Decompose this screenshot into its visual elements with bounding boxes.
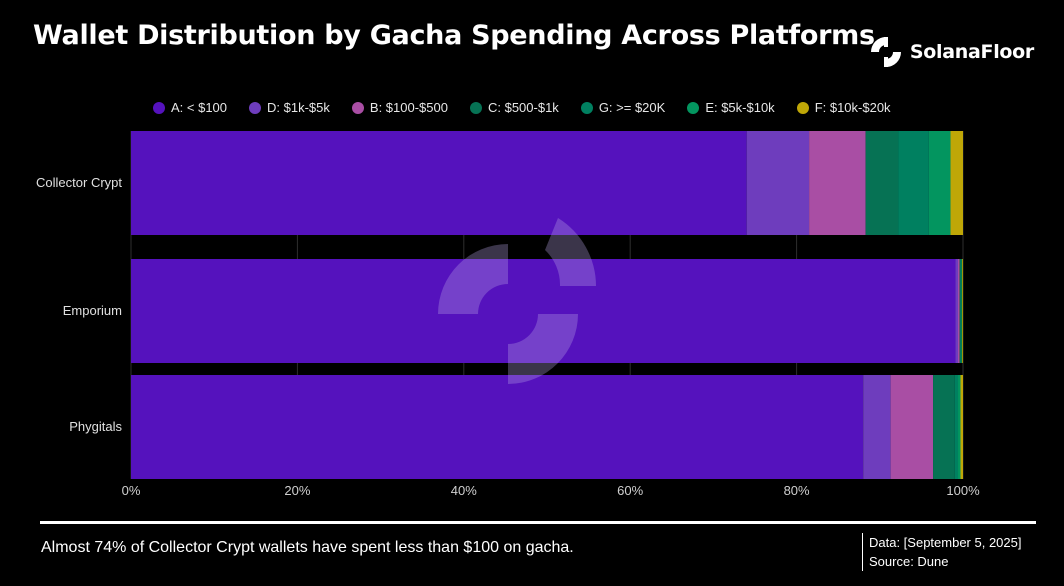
chart-bars <box>131 131 963 479</box>
source-info: Data: [September 5, 2025] Source: Dune <box>862 533 1021 571</box>
data-source: Source: Dune <box>869 554 949 569</box>
bar-segment <box>958 375 961 479</box>
bar-segment <box>954 375 959 479</box>
legend-label: B: $100-$500 <box>369 100 448 115</box>
bar-segment <box>960 259 962 363</box>
bar-segment <box>131 375 864 479</box>
category-label: Phygitals <box>69 419 122 434</box>
bar-segment <box>962 259 963 363</box>
bar-segment <box>958 259 960 363</box>
legend-label: A: < $100 <box>171 100 228 115</box>
legend-swatch <box>153 101 165 114</box>
bar-segment <box>961 259 963 363</box>
legend-swatch <box>249 101 262 114</box>
bar-segment <box>959 259 961 363</box>
bar-segment <box>933 375 955 479</box>
legend-label: E: $5k-$10k <box>705 100 775 115</box>
stacked-bar-chart: Collector Crypt Emporium Phygitals 0% 20% 40%… <box>36 131 980 498</box>
x-axis-ticks: 0% 20% 40% 60% 80% 100% <box>122 483 980 498</box>
legend-swatch <box>796 101 809 114</box>
chart-title: Wallet Distribution by Gacha Spending Ac… <box>33 20 875 51</box>
bar-segment <box>809 131 866 235</box>
bar-segment <box>898 131 929 235</box>
bar-segment <box>955 259 959 363</box>
x-tick-label: 20% <box>284 483 310 498</box>
bar-segment <box>131 131 747 235</box>
watermark-logo-icon <box>438 218 596 384</box>
x-tick-label: 100% <box>946 483 980 498</box>
bar-segment <box>950 131 963 235</box>
x-tick-label: 0% <box>122 483 141 498</box>
footer-divider <box>40 521 1036 524</box>
legend-label: G: >= $20K <box>598 100 666 115</box>
legend-swatch <box>580 101 593 114</box>
category-label: Collector Crypt <box>36 175 122 190</box>
bar-segment <box>746 131 810 235</box>
category-label: Emporium <box>63 303 122 318</box>
legend-label: C: $500-$1k <box>487 100 559 115</box>
legend-item: B: $100-$500 <box>351 100 448 115</box>
legend-item: G: >= $20K <box>580 100 666 115</box>
bar-segment <box>928 131 951 235</box>
brand-logo: SolanaFloor <box>868 34 1034 70</box>
bar-segment <box>131 259 956 363</box>
legend-item: F: $10k-$20k <box>796 100 891 115</box>
footnote: Almost 74% of Collector Crypt wallets ha… <box>41 539 574 556</box>
legend-item: E: $5k-$10k <box>687 100 775 115</box>
bar-segment <box>960 375 963 479</box>
legend-swatch <box>687 101 700 114</box>
bar-segment <box>865 131 899 235</box>
chart-legend: A: < $100 D: $1k-$5k B: $100-$500 C: $500-$… <box>153 100 891 115</box>
legend-label: F: $10k-$20k <box>814 100 891 115</box>
bar-segment <box>863 375 891 479</box>
bar-segment <box>890 375 934 479</box>
legend-item: D: $1k-$5k <box>249 100 330 115</box>
legend-swatch <box>469 101 482 114</box>
legend-item: C: $500-$1k <box>469 100 559 115</box>
legend-swatch <box>351 101 364 114</box>
x-tick-label: 40% <box>451 483 477 498</box>
x-tick-label: 60% <box>617 483 643 498</box>
legend-item: A: < $100 <box>153 100 227 115</box>
x-tick-label: 80% <box>784 483 810 498</box>
data-date: Data: [September 5, 2025] <box>869 535 1022 550</box>
solanafloor-logo-icon <box>870 37 901 67</box>
category-labels: Collector Crypt Emporium Phygitals <box>36 175 122 434</box>
brand-name: SolanaFloor <box>909 41 1034 63</box>
legend-label: D: $1k-$5k <box>267 100 330 115</box>
